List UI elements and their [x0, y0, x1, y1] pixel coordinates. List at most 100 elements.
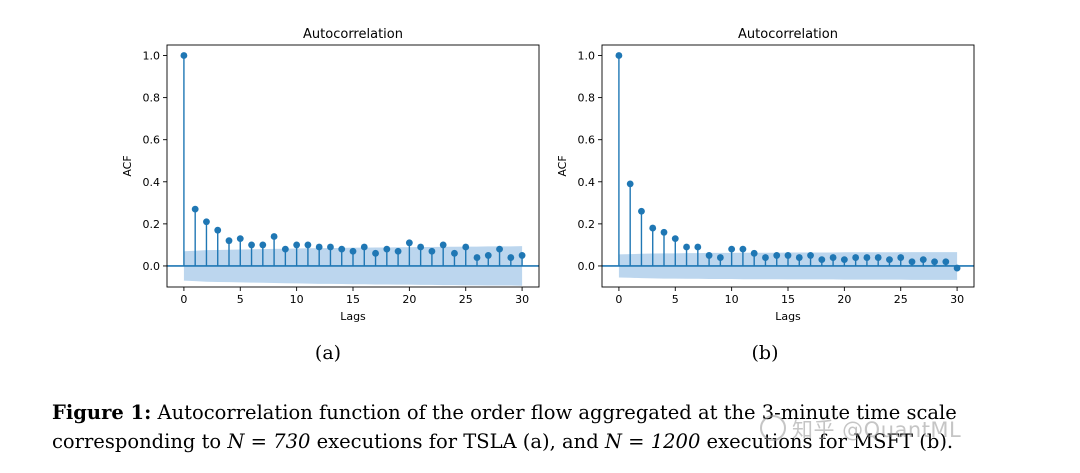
- chart-b-marker-8: [705, 252, 713, 259]
- chart-a-marker-19: [394, 247, 402, 255]
- chart-a-marker-17: [372, 249, 379, 257]
- chart-b-marker-6: [683, 243, 690, 251]
- chart-b-y-tick-label-0.8: 0.8: [578, 92, 596, 105]
- chart-b-marker-21: [852, 254, 860, 261]
- chart-b-y-tick-label-0.0: 0.0: [578, 260, 596, 273]
- chart-b-x-axis-label: Lags: [775, 310, 801, 323]
- chart-a-y-tick-label-0.4: 0.4: [143, 176, 161, 189]
- chart-a-x-tick-label-10: 10: [290, 293, 304, 306]
- chart-a-marker-10: [293, 241, 301, 249]
- chart-a-marker-14: [338, 245, 346, 253]
- chart-b-y-tick-label-0.4: 0.4: [578, 176, 596, 189]
- chart-a-marker-26: [473, 254, 481, 261]
- chart-b-marker-26: [908, 258, 916, 266]
- chart-b-marker-27: [919, 256, 927, 264]
- chart-a-x-tick-label-25: 25: [459, 293, 473, 306]
- chart-b-marker-13: [762, 254, 769, 261]
- chart-a-x-tick-label-15: 15: [346, 293, 360, 306]
- chart-a-marker-24: [451, 249, 458, 257]
- chart-a-x-tick-label-5: 5: [237, 293, 244, 306]
- sublabel-a: (a): [314, 342, 342, 364]
- chart-a: Autocorrelation 0 5 10 15 20 25 30 0.0 0.2 0.4 0.6 0…: [121, 27, 540, 323]
- chart-a-marker-13: [327, 243, 334, 251]
- chart-a-marker-27: [484, 252, 492, 259]
- chart-a-x-tick-label-0: 0: [180, 293, 187, 306]
- chart-b-marker-15: [784, 252, 792, 259]
- chart-b-marker-20: [840, 256, 848, 264]
- chart-a-marker-29: [507, 254, 515, 261]
- chart-a-marker-22: [428, 247, 436, 255]
- chart-a-marker-11: [304, 241, 312, 249]
- chart-b-marker-16: [795, 254, 803, 261]
- chart-b-title: Autocorrelation: [738, 27, 838, 42]
- chart-a-marker-0: [180, 52, 188, 59]
- caption-n-b: N = 1200: [604, 430, 701, 453]
- chart-a-y-tick-label-0.8: 0.8: [143, 92, 161, 105]
- chart-b-marker-18: [818, 256, 826, 264]
- chart-b-x-tick-label-10: 10: [725, 293, 739, 306]
- chart-b-marker-30: [953, 264, 961, 272]
- chart-b-marker-5: [671, 235, 679, 243]
- sublabel-b: (b): [751, 342, 779, 364]
- chart-a-marker-1: [191, 205, 199, 213]
- chart-b-x-tick-label-0: 0: [615, 293, 622, 306]
- chart-b-marker-10: [728, 245, 736, 253]
- caption-text-1: Autocorrelation function of the order fl…: [52, 401, 957, 453]
- chart-b-marker-28: [931, 258, 938, 266]
- chart-b-marker-19: [829, 254, 837, 261]
- chart-b-x-tick-label-5: 5: [672, 293, 679, 306]
- chart-a-marker-4: [225, 237, 233, 245]
- chart-b-axes-frame: [601, 44, 975, 288]
- watermark: 知乎 @QuantML: [760, 414, 961, 444]
- chart-b-marker-1: [626, 180, 634, 188]
- chart-b-y-tick-label-0.6: 0.6: [578, 134, 596, 147]
- chart-b-marker-12: [750, 249, 758, 257]
- chart-b-marker-4: [660, 228, 668, 236]
- chart-b-marker-7: [694, 243, 702, 251]
- chart-b-marker-22: [863, 254, 871, 261]
- chart-a-marker-8: [270, 233, 278, 240]
- caption-n-a: N = 730: [227, 430, 311, 453]
- chart-b-x-tick-label-25: 25: [894, 293, 908, 306]
- chart-a-marker-6: [248, 241, 255, 249]
- chart-b-x-tick-label-30: 30: [950, 293, 964, 306]
- chart-b-marker-2: [638, 207, 645, 215]
- chart-a-marker-25: [462, 243, 470, 251]
- chart-a-x-tick-label-20: 20: [402, 293, 416, 306]
- chart-a-marker-2: [203, 218, 210, 226]
- chart-b-marker-24: [886, 256, 893, 264]
- chart-a-y-tick-label-0.6: 0.6: [143, 134, 161, 147]
- chart-a-marker-12: [315, 243, 323, 251]
- chart-b-marker-25: [897, 254, 905, 261]
- chart-b-x-tick-label-20: 20: [837, 293, 851, 306]
- chart-a-marker-23: [439, 241, 447, 249]
- caption-text-2: executions for TSLA (a), and: [310, 430, 605, 453]
- chart-a-marker-7: [259, 241, 267, 249]
- chart-b-marker-29: [942, 258, 950, 266]
- chart-a-marker-3: [214, 226, 222, 234]
- watermark-logo-icon: [760, 415, 786, 441]
- chart-a-marker-5: [236, 235, 244, 243]
- chart-a-marker-30: [518, 252, 526, 259]
- chart-b-marker-23: [874, 254, 882, 261]
- chart-a-marker-16: [360, 243, 368, 251]
- chart-b-y-tick-label-1.0: 1.0: [578, 50, 596, 63]
- chart-a-marker-28: [496, 245, 503, 253]
- chart-a-marker-9: [281, 245, 289, 253]
- chart-a-marker-15: [349, 247, 357, 255]
- chart-a-y-axis-label: ACF: [121, 155, 134, 176]
- chart-a-y-tick-label-1.0: 1.0: [143, 50, 161, 63]
- chart-a-title: Autocorrelation: [303, 27, 403, 42]
- chart-a-marker-18: [383, 245, 391, 253]
- watermark-text: 知乎 @QuantML: [792, 418, 962, 442]
- figure-caption: Figure 1: Autocorrelation function of th…: [52, 398, 1052, 456]
- chart-b-marker-3: [649, 224, 657, 232]
- chart-b-marker-9: [716, 254, 724, 261]
- chart-a-marker-21: [417, 243, 425, 251]
- chart-b-marker-17: [807, 252, 814, 259]
- chart-b-marker-11: [739, 245, 747, 253]
- caption-label: Figure 1:: [52, 401, 152, 424]
- chart-b-y-axis-label: ACF: [556, 155, 569, 176]
- chart-b-marker-0: [615, 52, 623, 59]
- chart-a-y-tick-label-0.2: 0.2: [143, 218, 161, 231]
